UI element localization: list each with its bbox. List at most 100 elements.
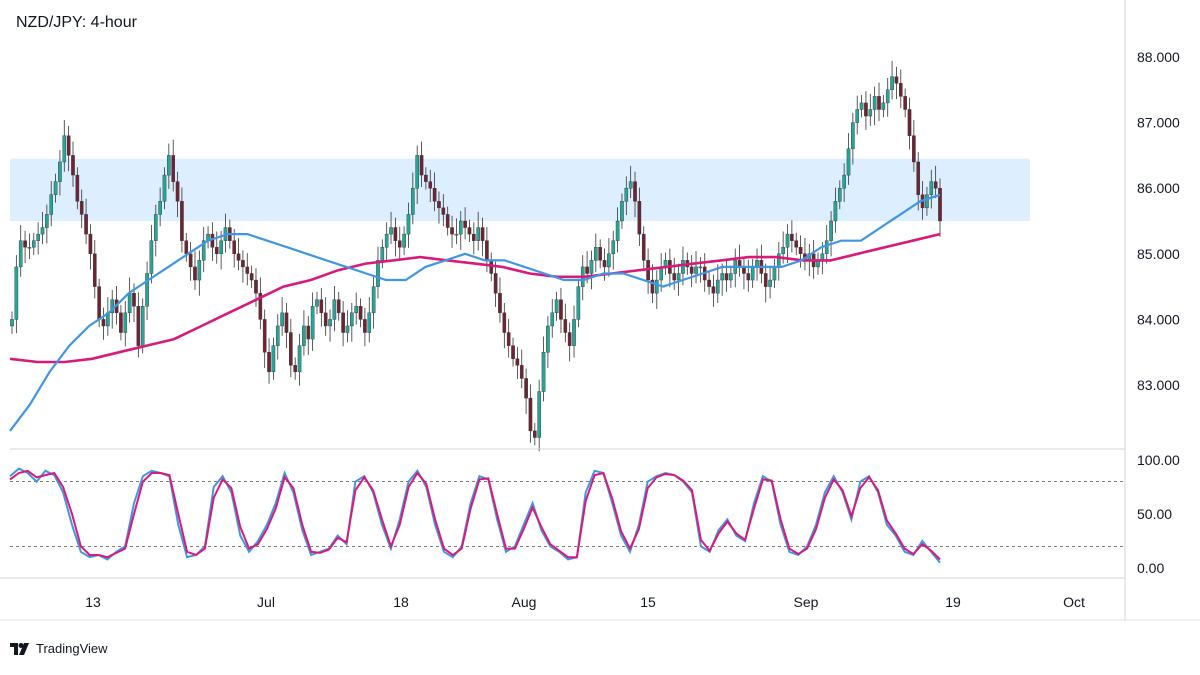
candle-body [567, 332, 572, 346]
time-tick-label: 15 [640, 594, 656, 610]
candle-body [193, 266, 197, 281]
candle [458, 211, 463, 250]
candle-body [424, 174, 428, 182]
candle-body [145, 273, 149, 307]
candle-body [594, 247, 598, 261]
candle-body [136, 306, 141, 346]
candle [798, 235, 803, 268]
candle-body [393, 227, 398, 241]
candle [323, 297, 328, 336]
candle [371, 276, 376, 329]
candle [432, 172, 437, 212]
candle-body [615, 220, 620, 241]
candle [406, 202, 411, 248]
candle-body [58, 161, 62, 182]
time-tick-label: 13 [85, 594, 101, 610]
candle-body [724, 273, 729, 281]
candle [502, 303, 507, 349]
candle-body [776, 253, 781, 268]
candle [101, 307, 106, 340]
candle [53, 173, 58, 203]
candle [716, 264, 720, 303]
candle [598, 239, 602, 269]
candle [842, 163, 846, 202]
candle [180, 187, 184, 253]
candle-body [933, 181, 938, 189]
candle [363, 307, 367, 347]
candle [210, 222, 215, 262]
candle-body [53, 181, 58, 195]
candle [559, 287, 563, 334]
candle-body [859, 102, 864, 110]
candle-body [628, 181, 633, 189]
candle [898, 69, 903, 109]
candle [71, 141, 75, 187]
candle-body [925, 194, 929, 209]
candle-body [833, 201, 838, 222]
candle [411, 172, 415, 225]
candle-body [232, 240, 236, 254]
price-tick-label: 84.000 [1137, 311, 1180, 327]
candle-body [140, 306, 145, 346]
candle-body [454, 233, 459, 236]
candle [803, 238, 807, 271]
candle-body [938, 187, 942, 222]
candle-body [894, 76, 899, 84]
candle-body [877, 96, 881, 110]
candle-body [411, 187, 415, 215]
candle [655, 270, 659, 309]
candle [816, 252, 820, 275]
candle-body [546, 325, 550, 353]
candle-body [415, 155, 419, 189]
candle-body [275, 325, 280, 346]
candle-body [537, 391, 541, 438]
candle [890, 60, 894, 100]
candle-body [763, 273, 768, 287]
candle-body [280, 312, 284, 327]
candle-body [785, 233, 790, 248]
candle-body [437, 201, 441, 209]
candle [84, 198, 88, 244]
candle-body [88, 233, 93, 254]
candle-body [184, 240, 189, 254]
candle-body [868, 109, 873, 117]
candle-body [328, 319, 332, 327]
candle-body [650, 279, 655, 294]
candle [62, 119, 67, 172]
candle [755, 248, 759, 281]
candle-body [864, 102, 868, 117]
candle [171, 139, 176, 192]
candle [232, 228, 236, 268]
candle-body [554, 299, 559, 314]
candle-body [585, 266, 589, 274]
candle [389, 211, 393, 244]
candle-body [258, 292, 263, 320]
candle-body [389, 227, 393, 235]
candle [528, 384, 533, 443]
candle [515, 346, 520, 380]
candle [75, 167, 80, 210]
candle [79, 189, 84, 229]
candle [855, 95, 860, 135]
candle [506, 318, 511, 358]
candle [641, 226, 646, 269]
candle-body [881, 102, 886, 110]
candle [938, 178, 942, 237]
candle-body [284, 312, 289, 333]
candle [66, 125, 71, 172]
candle [319, 287, 324, 327]
candle-body [345, 325, 350, 333]
candle-body [572, 319, 576, 346]
stochastic-d-line [9, 469, 941, 561]
tradingview-brand[interactable]: TradingView [10, 641, 108, 656]
candle [837, 180, 842, 210]
stochastic-tick-label: 50.00 [1137, 506, 1172, 522]
candle-body [576, 286, 581, 320]
candle-body [607, 253, 611, 268]
candle-body [432, 187, 437, 202]
candle-body [694, 266, 698, 274]
candle [193, 251, 197, 290]
candle-body [10, 319, 14, 327]
candle [402, 226, 406, 256]
candle [358, 298, 363, 328]
